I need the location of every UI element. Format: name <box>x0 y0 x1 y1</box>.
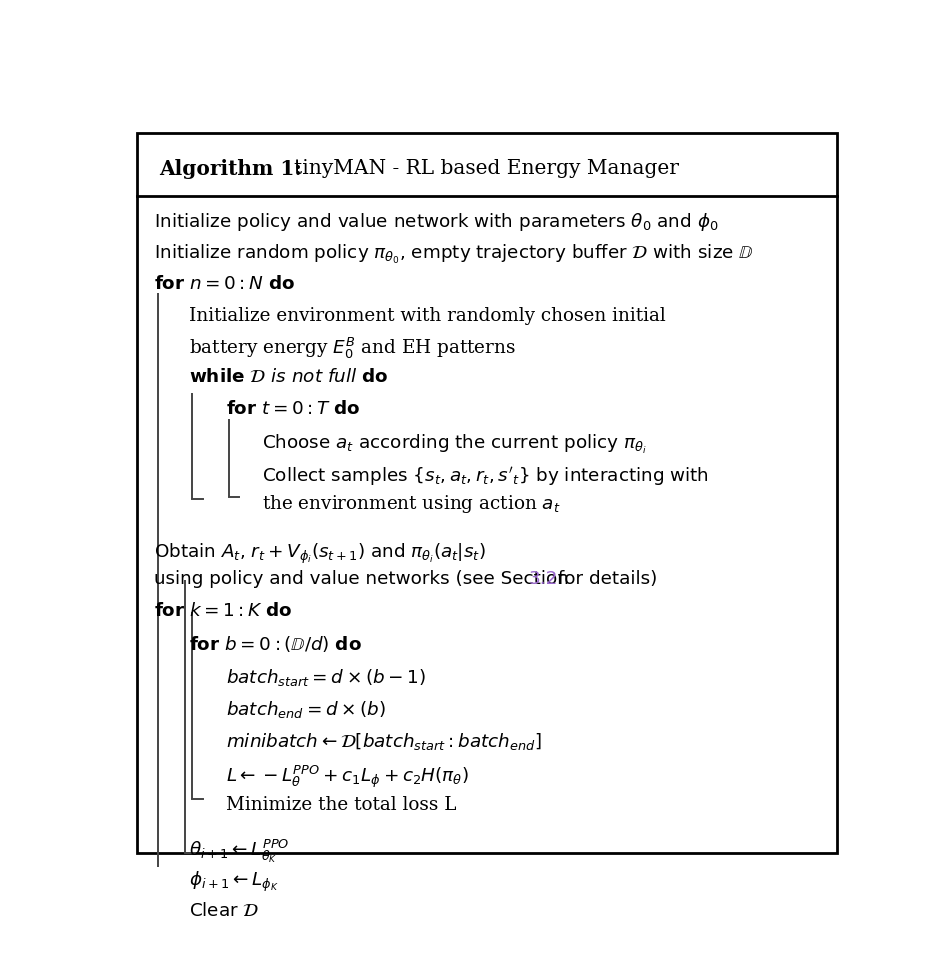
Text: Minimize the total loss L: Minimize the total loss L <box>225 796 456 813</box>
Text: $minibatch \leftarrow \mathcal{D}[batch_{start} : batch_{end}]$: $minibatch \leftarrow \mathcal{D}[batch_… <box>225 731 542 752</box>
Text: Initialize random policy $\pi_{\theta_0}$, empty trajectory buffer $\mathcal{D}$: Initialize random policy $\pi_{\theta_0}… <box>154 243 753 266</box>
Text: using policy and value networks (see Section: using policy and value networks (see Sec… <box>154 570 575 588</box>
Text: Algorithm 1:: Algorithm 1: <box>160 159 302 178</box>
Text: $\phi_{i+1} \leftarrow L_{\phi_K}$: $\phi_{i+1} \leftarrow L_{\phi_K}$ <box>189 870 278 894</box>
Text: 3.2: 3.2 <box>528 570 558 588</box>
Text: $\mathbf{for}$ $b = 0: (\mathbb{D}/d)$ $\mathbf{do}$: $\mathbf{for}$ $b = 0: (\mathbb{D}/d)$ $… <box>189 634 362 655</box>
Text: the environment using action $a_t$: the environment using action $a_t$ <box>262 493 560 515</box>
Text: $L \leftarrow -L_\theta^{PPO} + c_1 L_\phi + c_2 H(\pi_\theta)$: $L \leftarrow -L_\theta^{PPO} + c_1 L_\p… <box>225 764 468 790</box>
Text: battery energy $E_0^B$ and EH patterns: battery energy $E_0^B$ and EH patterns <box>189 336 516 360</box>
Text: $\mathbf{for}$ $n = 0: N$ $\mathbf{do}$: $\mathbf{for}$ $n = 0: N$ $\mathbf{do}$ <box>154 275 295 293</box>
Text: $batch_{end} = d \times (b)$: $batch_{end} = d \times (b)$ <box>225 699 386 720</box>
Text: tinyMAN - RL based Energy Manager: tinyMAN - RL based Energy Manager <box>294 159 679 178</box>
Text: Clear $\mathcal{D}$: Clear $\mathcal{D}$ <box>189 902 259 920</box>
Text: Initialize environment with randomly chosen initial: Initialize environment with randomly cho… <box>189 308 665 325</box>
Text: $batch_{start} = d \times (b-1)$: $batch_{start} = d \times (b-1)$ <box>225 666 426 688</box>
Text: $\mathbf{for}$ $t = 0: T$ $\mathbf{do}$: $\mathbf{for}$ $t = 0: T$ $\mathbf{do}$ <box>225 400 360 418</box>
Text: $\mathbf{while}$ $\mathcal{D}$ $\mathit{is\ not\ full}$ $\mathbf{do}$: $\mathbf{while}$ $\mathcal{D}$ $\mathit{… <box>189 368 388 386</box>
Text: $\theta_{i+1} \leftarrow L_{\theta_K}^{PPO}$: $\theta_{i+1} \leftarrow L_{\theta_K}^{P… <box>189 838 289 865</box>
FancyBboxPatch shape <box>137 133 837 853</box>
Text: Choose $a_t$ according the current policy $\pi_{\theta_i}$: Choose $a_t$ according the current polic… <box>262 432 647 456</box>
Text: for details): for details) <box>552 570 657 588</box>
Text: Collect samples $\{s_t, a_t, r_t, s'_t\}$ by interacting with: Collect samples $\{s_t, a_t, r_t, s'_t\}… <box>262 465 710 488</box>
Text: Initialize policy and value network with parameters $\theta_0$ and $\phi_0$: Initialize policy and value network with… <box>154 210 718 233</box>
Text: Obtain $A_t$, $r_t + V_{\phi_i}(s_{t+1})$ and $\pi_{\theta_i}(a_t|s_t)$: Obtain $A_t$, $r_t + V_{\phi_i}(s_{t+1})… <box>154 542 486 566</box>
Text: $\mathbf{for}$ $k = 1: K$ $\mathbf{do}$: $\mathbf{for}$ $k = 1: K$ $\mathbf{do}$ <box>154 602 293 620</box>
